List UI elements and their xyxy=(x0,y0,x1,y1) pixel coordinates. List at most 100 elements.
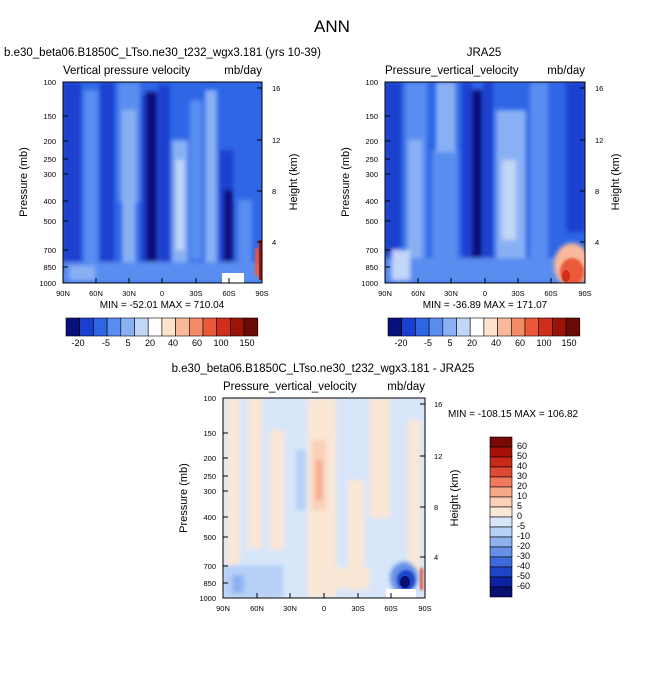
xtick-model-90N: 90N xyxy=(56,289,70,298)
cbar-diff-label: -60 xyxy=(517,581,530,591)
htick-diff-4: 4 xyxy=(434,553,438,562)
xtick-model-60S: 60S xyxy=(222,289,235,298)
ytick-model-100: 100 xyxy=(43,78,56,87)
xtick-diff-30N: 30N xyxy=(283,604,297,613)
cbar-model-swatch-10 xyxy=(202,317,217,337)
cbar-model-swatch-7 xyxy=(161,317,176,337)
cbar-diff-swatch-14 xyxy=(489,576,513,588)
cbar-obs-label: -20 xyxy=(394,338,407,348)
figure-title: ANN xyxy=(314,17,350,36)
panel-obs-title: JRA25 xyxy=(467,47,502,59)
ytick-diff-700: 700 xyxy=(203,562,216,571)
cbar-diff-swatch-10 xyxy=(489,536,513,548)
xtick-diff-0: 0 xyxy=(322,604,326,613)
cbar-diff-label: 0 xyxy=(517,511,522,521)
cbar-diff-swatch-8 xyxy=(489,516,513,528)
cbar-model-label: 5 xyxy=(125,338,130,348)
ytick-model-500: 500 xyxy=(43,217,56,226)
cbar-diff-swatch-7 xyxy=(489,506,513,518)
cbar-diff-label: -50 xyxy=(517,571,530,581)
cbar-model-label: -5 xyxy=(102,338,110,348)
ytick-model-850: 850 xyxy=(43,263,56,272)
htick-diff-12: 12 xyxy=(434,452,442,461)
cbar-obs-swatch-11 xyxy=(538,317,553,337)
cbar-model-swatch-5 xyxy=(134,317,149,337)
ytick-obs-500: 500 xyxy=(365,217,378,226)
ytick-model-700: 700 xyxy=(43,246,56,255)
xtick-obs-30N: 30N xyxy=(444,289,458,298)
cbar-model-swatch-11 xyxy=(216,317,231,337)
xtick-obs-30S: 30S xyxy=(511,289,524,298)
cbar-diff-swatch-0 xyxy=(489,436,513,448)
cbar-obs-label: 60 xyxy=(515,338,525,348)
cbar-diff-label: -20 xyxy=(517,541,530,551)
ytick-model-400: 400 xyxy=(43,197,56,206)
panel-diff-ylabel: Pressure (mb) xyxy=(178,463,190,533)
cbar-diff-swatch-2 xyxy=(489,456,513,468)
cbar-model-swatch-2 xyxy=(93,317,108,337)
panel-diff-field xyxy=(223,398,425,598)
panel-model-units: mb/day xyxy=(224,65,262,77)
panel-obs-units: mb/day xyxy=(547,65,585,77)
xtick-model-60N: 60N xyxy=(89,289,103,298)
panel-model-colorbar xyxy=(65,317,259,337)
xtick-diff-60N: 60N xyxy=(250,604,264,613)
cbar-diff-swatch-6 xyxy=(489,496,513,508)
cbar-obs-swatch-2 xyxy=(415,317,430,337)
panel-model-title: b.e30_beta06.B1850C_LTso.ne30_t232_wgx3.… xyxy=(4,47,321,59)
cbar-diff-label: 5 xyxy=(517,501,522,511)
cbar-diff-swatch-4 xyxy=(489,476,513,488)
cbar-diff-label: -40 xyxy=(517,561,530,571)
panel-obs-stats: MIN = -36.89 MAX = 171.07 xyxy=(423,300,548,311)
cbar-diff-swatch-1 xyxy=(489,446,513,458)
panel-obs: JRA25 Pressure_vertical_velocity mb/day xyxy=(340,47,622,348)
xtick-model-0: 0 xyxy=(160,289,164,298)
htick-obs-4: 4 xyxy=(595,238,599,247)
panel-model-field xyxy=(63,82,262,283)
ytick-diff-300: 300 xyxy=(203,487,216,496)
cbar-obs-swatch-6 xyxy=(469,317,485,337)
ytick-model-150: 150 xyxy=(43,112,56,121)
xtick-diff-60S: 60S xyxy=(384,604,397,613)
ytick-diff-1000: 1000 xyxy=(199,594,216,603)
ytick-obs-100: 100 xyxy=(365,78,378,87)
ytick-model-1000: 1000 xyxy=(39,279,56,288)
cbar-model-swatch-4 xyxy=(120,317,135,337)
panel-model-left-label: Vertical pressure velocity xyxy=(63,65,190,77)
panel-diff-stats: MIN = -108.15 MAX = 106.82 xyxy=(448,409,579,420)
panel-diff-title: b.e30_beta06.B1850C_LTso.ne30_t232_wgx3.… xyxy=(172,363,475,375)
cbar-obs-swatch-13 xyxy=(565,317,581,337)
panel-model: b.e30_beta06.B1850C_LTso.ne30_t232_wgx3.… xyxy=(4,47,321,348)
panel-diff-left-label: Pressure_vertical_velocity xyxy=(223,381,357,393)
ytick-diff-850: 850 xyxy=(203,579,216,588)
cbar-diff-swatch-5 xyxy=(489,486,513,498)
panel-obs-ylabel-right: Height (km) xyxy=(610,154,622,211)
ytick-obs-150: 150 xyxy=(365,112,378,121)
panel-model-stats: MIN = -52.01 MAX = 710.04 xyxy=(100,300,225,311)
panel-diff-units: mb/day xyxy=(387,381,425,393)
cbar-obs-label: -5 xyxy=(424,338,432,348)
cbar-obs-swatch-12 xyxy=(552,317,567,337)
cbar-model-label: -20 xyxy=(71,338,84,348)
cbar-diff-swatch-11 xyxy=(489,546,513,558)
cbar-model-label: 40 xyxy=(168,338,178,348)
cbar-model-swatch-6 xyxy=(147,317,163,337)
panel-diff: b.e30_beta06.B1850C_LTso.ne30_t232_wgx3.… xyxy=(172,363,579,613)
cbar-diff-label: -10 xyxy=(517,531,530,541)
cbar-model-swatch-8 xyxy=(175,317,190,337)
cbar-model-swatch-13 xyxy=(243,317,259,337)
panel-model-ylabel: Pressure (mb) xyxy=(18,147,30,217)
cbar-diff-swatch-9 xyxy=(489,526,513,538)
cbar-model-label: 150 xyxy=(239,338,254,348)
htick-obs-12: 12 xyxy=(595,136,603,145)
xtick-obs-90S: 90S xyxy=(578,289,591,298)
xtick-model-30S: 30S xyxy=(189,289,202,298)
cbar-model-swatch-3 xyxy=(106,317,122,337)
cbar-model-label: 20 xyxy=(145,338,155,348)
cbar-diff-label: -5 xyxy=(517,521,525,531)
cbar-obs-swatch-8 xyxy=(497,317,512,337)
cbar-model-label: 60 xyxy=(192,338,202,348)
ytick-model-250: 250 xyxy=(43,155,56,164)
cbar-diff-swatch-3 xyxy=(489,466,513,478)
